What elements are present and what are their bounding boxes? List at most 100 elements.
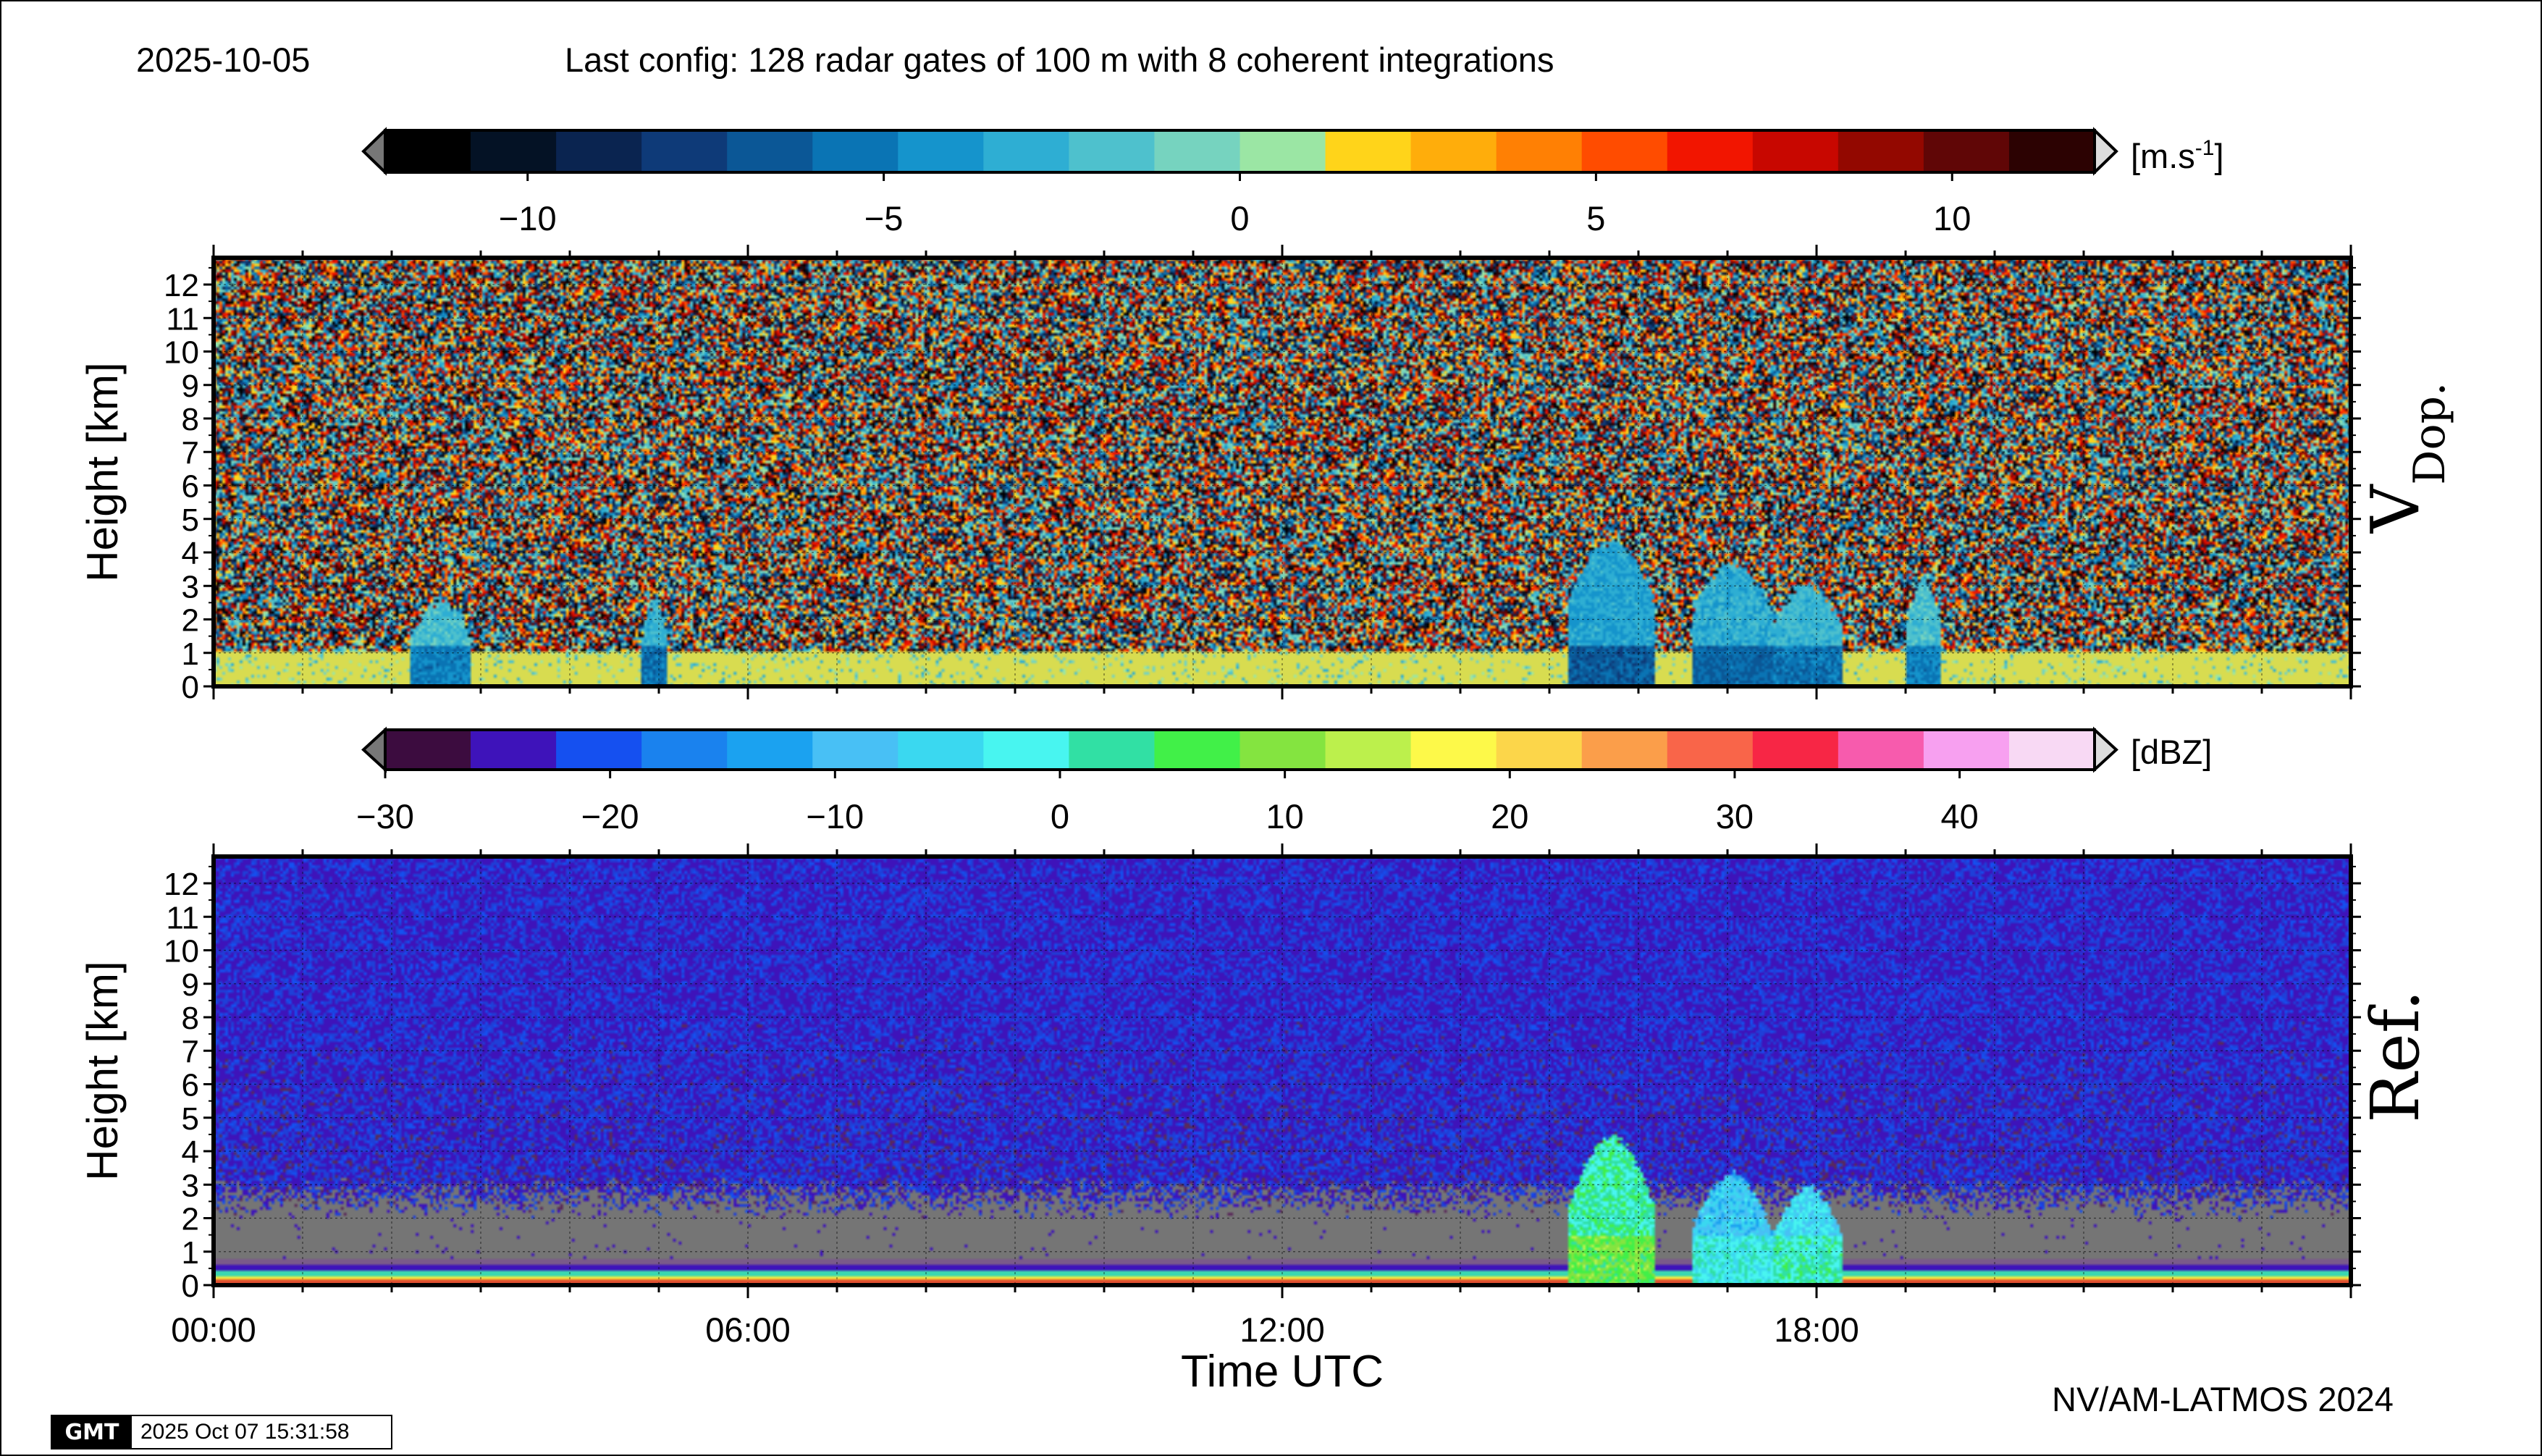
- colorbar-swatch: [812, 730, 898, 770]
- y-tick-label: 1: [182, 636, 199, 672]
- colorbar-swatch: [2008, 730, 2095, 770]
- colorbar-tick-label: −10: [499, 199, 557, 237]
- colorbar-swatch: [1838, 730, 1924, 770]
- colorbar-swatch: [641, 730, 728, 770]
- y-tick-label: 5: [182, 502, 199, 538]
- colorbar-swatch: [1838, 130, 1924, 172]
- colorbar-tick-label: 20: [1491, 797, 1528, 836]
- gmt-logo-icon: GMT: [52, 1416, 132, 1448]
- colorbar-swatch: [1496, 130, 1583, 172]
- colorbar-swatch: [1410, 730, 1497, 770]
- y-tick-label: 12: [164, 867, 199, 902]
- colorbar-high-triangle: [2093, 127, 2118, 176]
- colorbar-swatch: [385, 130, 471, 172]
- y-tick-label: 10: [164, 934, 199, 969]
- colorbar-swatch: [471, 130, 557, 172]
- colorbar-swatch: [1667, 130, 1754, 172]
- colorbar-swatch: [1069, 730, 1155, 770]
- y-tick-label: 0: [182, 670, 199, 705]
- colorbar-tick-label: −5: [864, 199, 904, 237]
- y-tick-label: 0: [182, 1268, 199, 1304]
- colorbar-swatch: [1240, 130, 1326, 172]
- colorbar-swatch: [1752, 730, 1839, 770]
- colorbar-swatch: [727, 130, 813, 172]
- colorbar-swatch: [1154, 130, 1240, 172]
- colorbar-swatch: [2008, 130, 2095, 172]
- colorbar-tick-label: 10: [1933, 199, 1971, 237]
- y-tick-label: 10: [164, 335, 199, 371]
- y-tick-label: 4: [182, 536, 199, 571]
- colorbar-tick-label: −20: [581, 797, 639, 836]
- colorbar-swatch: [1325, 130, 1412, 172]
- colorbar-swatch: [1923, 730, 2010, 770]
- colorbar-tick-label: 0: [1230, 199, 1249, 237]
- y-tick-label: 8: [182, 1001, 199, 1036]
- x-tick-label: 00:00: [171, 1310, 256, 1349]
- y-tick-label: 7: [182, 435, 199, 471]
- y-tick-label: 7: [182, 1034, 199, 1069]
- x-axis-label: Time UTC: [1181, 1347, 1384, 1397]
- colorbar-swatch: [1667, 730, 1754, 770]
- y-tick-label: 11: [166, 301, 199, 337]
- y-tick-label: 4: [182, 1135, 199, 1170]
- colorbar-1: −30 −20 −10 0 10 20 30 40 [dBZ]: [356, 726, 2212, 836]
- colorbar-swatch: [1325, 730, 1412, 770]
- colorbar-swatch: [641, 130, 728, 172]
- y-tick-label: 1: [182, 1235, 199, 1271]
- colorbar-swatch: [898, 730, 984, 770]
- colorbar-swatch: [812, 130, 898, 172]
- colorbar-swatch: [1581, 730, 1668, 770]
- y-tick-label: 9: [182, 967, 199, 1003]
- y-tick-label: 11: [166, 900, 199, 935]
- colorbar-tick-label: −30: [356, 797, 414, 836]
- x-tick-label: 18:00: [1774, 1310, 1859, 1349]
- colorbar-swatch: [983, 730, 1069, 770]
- colorbar-tick-label: −10: [806, 797, 864, 836]
- colorbar-swatch: [1923, 130, 2010, 172]
- colorbar-swatch: [727, 730, 813, 770]
- y-tick-label: 3: [182, 1168, 199, 1203]
- colorbar-tick-label: 10: [1266, 797, 1303, 836]
- colorbar-tick-label: 40: [1940, 797, 1978, 836]
- colorbar-low-triangle: [361, 726, 387, 773]
- colorbar-swatch: [1069, 130, 1155, 172]
- colorbar-swatch: [471, 730, 557, 770]
- config-label: Last config: 128 radar gates of 100 m wi…: [565, 41, 1554, 79]
- y-tick-label: 12: [164, 268, 199, 303]
- colorbar-tick-label: 0: [1051, 797, 1069, 836]
- credit-label: NV/AM-LATMOS 2024: [2052, 1380, 2394, 1418]
- y-tick-label: 6: [182, 1068, 199, 1103]
- colorbar-swatch: [1410, 130, 1497, 172]
- generation-timestamp: 2025 Oct 07 15:31:58: [140, 1420, 350, 1444]
- y-tick-label: 3: [182, 569, 199, 605]
- x-tick-label: 06:00: [705, 1310, 791, 1349]
- panel-label: Ref.: [2357, 990, 2434, 1123]
- colorbar-swatch: [1240, 730, 1326, 770]
- colorbar-swatch: [983, 130, 1069, 172]
- panel-label: VDop.: [2357, 382, 2455, 534]
- y-tick-label: 5: [182, 1101, 199, 1137]
- x-tick-label: 12:00: [1240, 1310, 1325, 1349]
- y-tick-label: 2: [182, 1202, 199, 1237]
- colorbar-swatch: [1752, 130, 1839, 172]
- colorbar-swatch: [385, 730, 471, 770]
- colorbar-unit-label: [dBZ]: [2131, 733, 2212, 771]
- colorbar-swatch: [898, 130, 984, 172]
- colorbar-swatch: [556, 730, 642, 770]
- y-axis-label: Height [km]: [78, 961, 127, 1180]
- colorbar-0: −10 −5 0 5 10 [m.s-1]: [361, 127, 2224, 237]
- y-tick-label: 6: [182, 469, 199, 505]
- y-tick-label: 2: [182, 603, 199, 639]
- date-label: 2025-10-05: [136, 41, 311, 79]
- colorbar-unit-label: [m.s-1]: [2131, 136, 2224, 175]
- colorbar-tick-label: 5: [1586, 199, 1605, 237]
- colorbar-tick-label: 30: [1716, 797, 1754, 836]
- colorbar-high-triangle: [2093, 726, 2118, 773]
- y-axis-label: Height [km]: [78, 362, 127, 581]
- colorbar-swatch: [1581, 130, 1668, 172]
- colorbar-swatch: [1154, 730, 1240, 770]
